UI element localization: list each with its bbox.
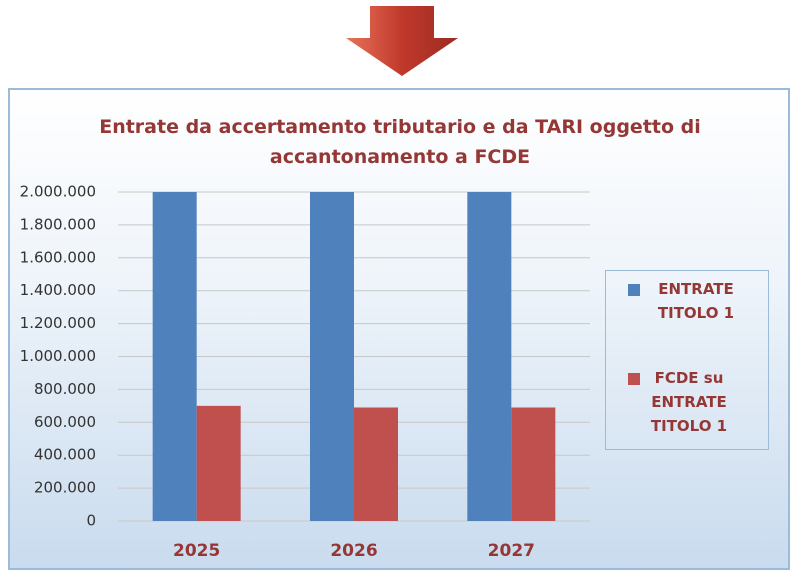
x-tick-label: 2025: [173, 541, 220, 561]
x-tick-label: 2027: [488, 541, 535, 561]
bar: [197, 406, 241, 521]
y-tick-label: 800.000: [34, 380, 96, 398]
bar: [310, 192, 354, 521]
y-tick-label: 600.000: [34, 413, 96, 431]
y-tick-label: 400.000: [34, 446, 96, 464]
y-tick-label: 1.400.000: [20, 281, 96, 299]
y-tick-label: 200.000: [34, 479, 96, 497]
bar: [153, 192, 197, 521]
plot: 0 200.000 400.000 600.000 800.000 1.000.000 1.…: [0, 0, 790, 568]
bar: [354, 407, 398, 521]
y-tick-label: 0: [86, 512, 96, 530]
y-tick-label: 1.000.000: [20, 347, 96, 365]
y-tick-label: 2.000.000: [20, 183, 96, 201]
x-tick-label: 2026: [330, 541, 377, 561]
y-tick-label: 1.800.000: [20, 215, 96, 233]
y-tick-label: 1.600.000: [20, 248, 96, 266]
page: Entrate da accertamento tributario e da …: [0, 0, 790, 568]
y-tick-label: 1.200.000: [20, 314, 96, 332]
bar: [467, 192, 511, 521]
bar: [511, 407, 555, 521]
